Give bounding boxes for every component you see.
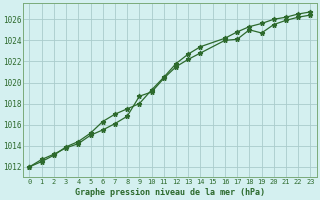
X-axis label: Graphe pression niveau de la mer (hPa): Graphe pression niveau de la mer (hPa)	[75, 188, 265, 197]
